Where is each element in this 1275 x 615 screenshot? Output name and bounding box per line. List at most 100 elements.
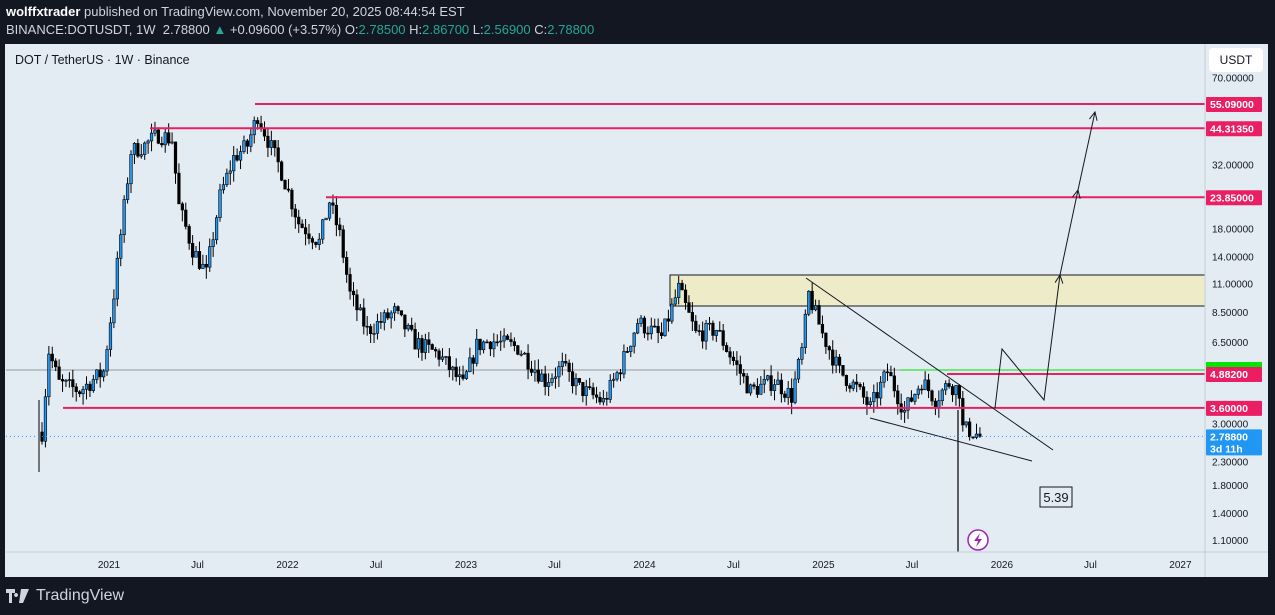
candle-down [345, 257, 349, 275]
candle-up [115, 257, 119, 300]
candle-up [629, 345, 633, 352]
candle-up [327, 202, 332, 219]
candle-up [201, 263, 205, 269]
arrowhead-icon [1072, 188, 1081, 199]
note-text: 5.39 [1043, 490, 1068, 505]
candle-up [208, 246, 212, 268]
candle-down [78, 391, 82, 395]
candle-down [930, 390, 934, 402]
candle-up [872, 392, 876, 403]
author[interactable]: wolffxtrader [6, 4, 81, 19]
arrowhead-icon [1089, 110, 1098, 121]
candle-down [653, 325, 657, 328]
candle-down [718, 330, 722, 332]
candle-down [204, 263, 208, 268]
candle-down [505, 335, 510, 340]
candle-up [317, 238, 321, 245]
time-tick-label: 2025 [812, 560, 835, 571]
candle-up [358, 307, 362, 311]
candle-up [143, 142, 147, 155]
low-label: L: [472, 22, 484, 37]
candle-up [793, 378, 797, 403]
candle-down [831, 349, 835, 366]
candle-up [868, 401, 872, 405]
candle-down [369, 326, 373, 335]
candle-up [704, 323, 708, 342]
candle-up [786, 388, 790, 398]
trend-line-lower [869, 417, 1033, 462]
lightning-bolt-icon [974, 533, 982, 547]
time-tick-label: Jul [1084, 560, 1097, 571]
candle-down [909, 397, 914, 402]
candle-up [663, 318, 667, 336]
chart-frame[interactable] [5, 44, 1268, 577]
candle-down [167, 132, 171, 144]
candle-down [978, 433, 982, 437]
candle-down [697, 330, 701, 332]
candle-down [256, 120, 260, 124]
candle-up [748, 384, 753, 394]
candle-down [742, 373, 746, 377]
candle-up [95, 369, 99, 380]
price-tick-label: 14.00000 [1212, 253, 1254, 264]
candle-up [601, 398, 605, 403]
candle-down [567, 362, 571, 372]
time-tick-label: 2027 [1169, 560, 1192, 571]
time-tick-label: Jul [548, 560, 561, 571]
tradingview-logo[interactable]: TradingView [6, 587, 124, 605]
candle-up [416, 338, 421, 350]
price-label-text: 23.85000 [1210, 192, 1254, 204]
candle-up [547, 382, 551, 387]
candle-up [677, 282, 681, 299]
candle-down [861, 386, 866, 398]
candle-down [824, 332, 828, 347]
candle-down [437, 350, 441, 360]
candle-down [570, 371, 575, 387]
candle-down [968, 421, 972, 438]
candle-down [646, 332, 650, 335]
candle-up [851, 381, 855, 389]
arrowhead-icon [1054, 273, 1064, 284]
candle-up [146, 140, 150, 144]
candle-down [310, 238, 315, 243]
currency-button[interactable]: USDT [1209, 48, 1263, 72]
candle-up [707, 322, 712, 325]
candle-up [423, 339, 427, 353]
candle-up [673, 297, 677, 305]
candle-up [964, 421, 968, 426]
candle-down [307, 233, 311, 239]
candle-up [550, 378, 554, 383]
candle-down [262, 128, 267, 137]
candle-down [526, 352, 530, 370]
symbol: BINANCE:DOTUSDT, 1W [6, 22, 156, 37]
candle-down [581, 382, 585, 396]
candle-down [300, 223, 304, 228]
price-tick-label: 2.30000 [1212, 457, 1249, 468]
time-tick-label: Jul [191, 560, 204, 571]
candle-up [608, 380, 612, 400]
candle-up [375, 321, 380, 334]
candle-up [112, 298, 116, 324]
candle-down [286, 188, 291, 191]
candle-down [683, 289, 688, 303]
candle-up [218, 189, 222, 218]
price-tick-label: 70.00000 [1212, 73, 1254, 84]
candle-up [502, 335, 506, 342]
candle-down [191, 243, 195, 258]
candle-up [170, 141, 174, 144]
candle-down [588, 386, 592, 388]
candle-up [923, 379, 927, 390]
candle-down [427, 339, 431, 345]
candle-up [108, 322, 113, 350]
candle-up [214, 217, 219, 241]
candle-down [447, 356, 451, 370]
candle-up [464, 371, 469, 379]
candle-up [834, 356, 838, 366]
close-label: C: [534, 22, 548, 37]
candle-down [731, 356, 736, 361]
candle-down [680, 282, 684, 291]
candle-down [779, 379, 783, 395]
candle-down [303, 227, 308, 235]
candle-down [885, 371, 890, 374]
